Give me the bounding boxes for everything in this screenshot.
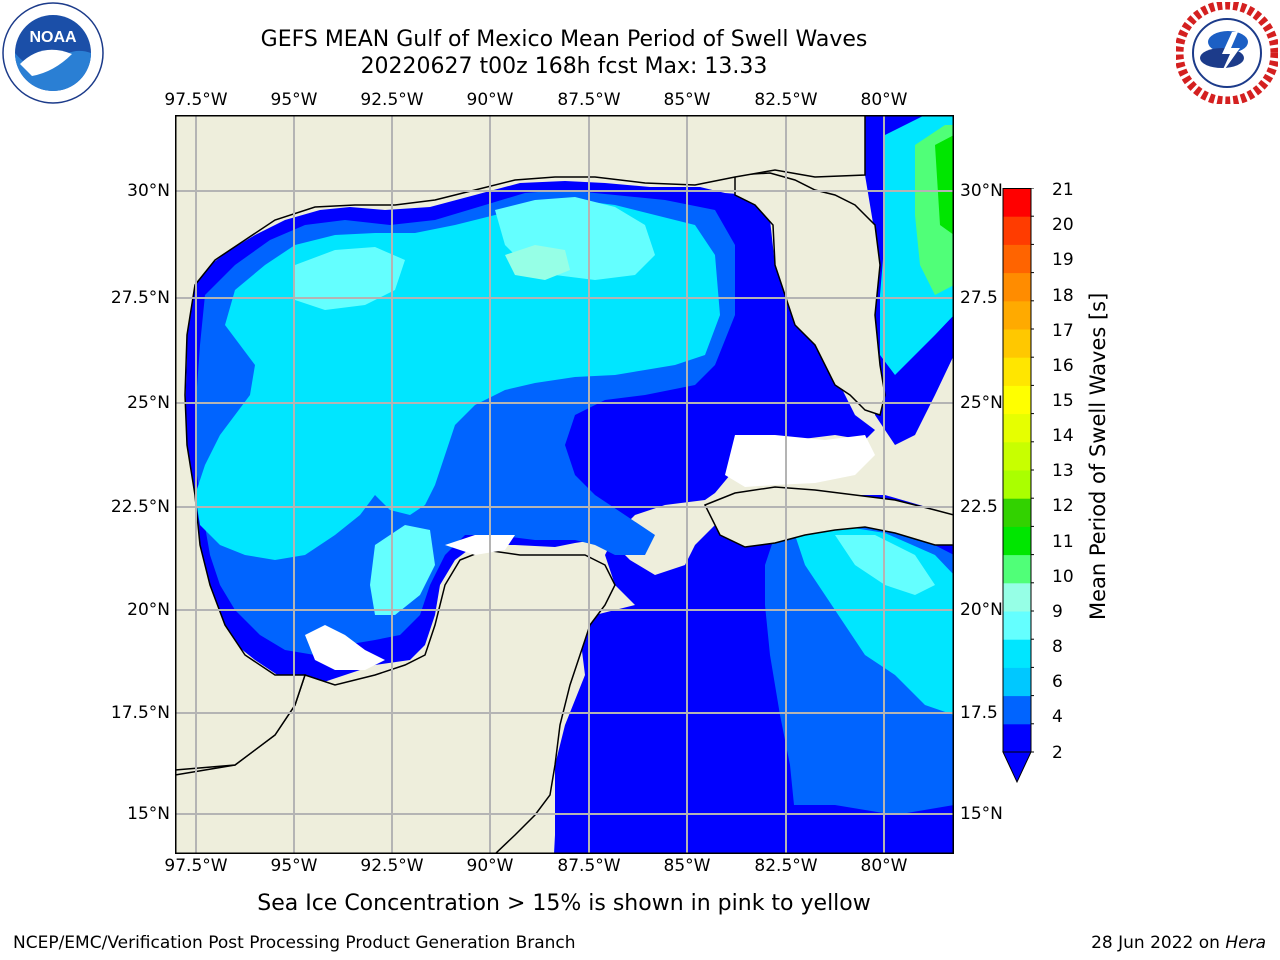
gulf-water-light (295, 247, 405, 310)
colorbar-tick: 19 (1052, 250, 1074, 270)
colorbar-tick: 15 (1052, 391, 1074, 411)
lon-label: 80°W (860, 90, 908, 110)
chart-title: GEFS MEAN Gulf of Mexico Mean Period of … (260, 27, 868, 52)
colorbar-tick: 21 (1052, 180, 1074, 200)
lat-label: 17.5 (960, 703, 998, 723)
lat-label: 22.5 (960, 497, 998, 517)
colorbar-swatch (1003, 554, 1031, 584)
no-data-area (305, 625, 385, 670)
lon-label: 82.5°W (754, 90, 818, 110)
lon-label: 97.5°W (164, 856, 228, 876)
lat-label: 25°N (960, 393, 1003, 413)
colorbar-tick: 18 (1052, 286, 1074, 306)
atlantic-water-darkgreen (935, 135, 954, 235)
nws-logo-icon (1174, 0, 1280, 106)
lon-label: 85°W (663, 90, 711, 110)
map-panel (175, 115, 954, 854)
lon-label: 85°W (663, 856, 711, 876)
colorbar-swatch (1003, 498, 1031, 527)
colorbar-swatch (1003, 441, 1031, 471)
colorbar-swatch (1003, 188, 1031, 217)
colorbar-swatch (1003, 272, 1031, 302)
colorbar-swatch (1003, 385, 1031, 415)
lon-label: 92.5°W (360, 856, 424, 876)
lat-label: 27.5°N (110, 288, 170, 308)
graticule (175, 115, 954, 854)
footer-date-text: 28 Jun 2022 on (1091, 933, 1226, 953)
lat-label: 30°N (960, 181, 1003, 201)
lon-label: 87.5°W (557, 856, 621, 876)
gulf-water-light (370, 525, 435, 615)
lon-label: 90°W (466, 90, 514, 110)
colorbar-tick: 2 (1052, 743, 1063, 763)
colorbar-swatch (1003, 357, 1031, 386)
lon-label: 95°W (270, 90, 318, 110)
florida-land (734, 172, 886, 416)
colorbar-swatch (1003, 667, 1031, 697)
colorbar-swatch (1003, 582, 1031, 612)
colorbar-swatches (1002, 187, 1036, 784)
no-data-area (725, 435, 875, 487)
noaa-logo-icon: NOAA (2, 2, 104, 104)
colorbar-swatch (1003, 300, 1031, 330)
no-data-area (445, 535, 515, 555)
colorbar-tick: 10 (1052, 567, 1074, 587)
svg-text:NOAA: NOAA (29, 29, 77, 46)
colorbar-tick: 13 (1052, 461, 1074, 481)
lon-label: 95°W (270, 856, 318, 876)
colorbar-label: Mean Period of Swell Waves [s] (1086, 292, 1110, 620)
lat-label: 30°N (127, 181, 170, 201)
colorbar-swatch (1003, 413, 1031, 443)
colorbar (1002, 187, 1036, 784)
footer-date: 28 Jun 2022 on Hera (1091, 933, 1266, 953)
colorbar-tick: 8 (1052, 637, 1063, 657)
colorbar-swatch (1003, 639, 1031, 668)
colorbar-swatch (1003, 470, 1031, 499)
colorbar-tick: 6 (1052, 672, 1063, 692)
lon-label: 87.5°W (557, 90, 621, 110)
lon-label: 82.5°W (754, 856, 818, 876)
lat-label: 15°N (127, 804, 170, 824)
yucatan-land (175, 549, 616, 854)
lon-label: 80°W (860, 856, 908, 876)
lon-label: 97.5°W (164, 90, 228, 110)
lat-label: 20°N (960, 600, 1003, 620)
colorbar-tick: 11 (1052, 532, 1074, 552)
lat-label: 27.5 (960, 288, 998, 308)
colorbar-swatch (1003, 329, 1031, 358)
lon-label: 92.5°W (360, 90, 424, 110)
lat-label: 20°N (127, 600, 170, 620)
lat-label: 22.5°N (110, 497, 170, 517)
footer-machine: Hera (1225, 933, 1266, 953)
colorbar-extend-arrow (1002, 751, 1032, 784)
colorbar-swatch (1003, 244, 1031, 274)
colorbar-swatch (1003, 695, 1031, 725)
lat-label: 17.5°N (110, 703, 170, 723)
colorbar-swatch (1003, 216, 1031, 245)
lon-label: 90°W (466, 856, 514, 876)
footer-credit: NCEP/EMC/Verification Post Processing Pr… (13, 933, 576, 953)
colorbar-tick: 9 (1052, 602, 1063, 622)
gulf-water-light (505, 245, 570, 280)
colorbar-tick: 12 (1052, 496, 1074, 516)
colorbar-tick: 4 (1052, 707, 1063, 727)
mexico-west-land (175, 115, 866, 771)
colorbar-swatch (1003, 611, 1031, 640)
cuba-land (703, 486, 954, 548)
sea-ice-caption: Sea Ice Concentration > 15% is shown in … (257, 891, 871, 916)
chart-subtitle: 20220627 t00z 168h fcst Max: 13.33 (360, 54, 768, 79)
colorbar-tick: 16 (1052, 356, 1074, 376)
colorbar-swatch (1003, 723, 1031, 753)
lat-label: 15°N (960, 804, 1003, 824)
lat-label: 25°N (127, 393, 170, 413)
colorbar-swatch (1003, 526, 1031, 556)
swell-period-map (175, 115, 954, 854)
colorbar-tick: 20 (1052, 215, 1074, 235)
caribbean-water-dark (775, 805, 954, 854)
colorbar-tick: 14 (1052, 426, 1074, 446)
colorbar-tick: 17 (1052, 321, 1074, 341)
